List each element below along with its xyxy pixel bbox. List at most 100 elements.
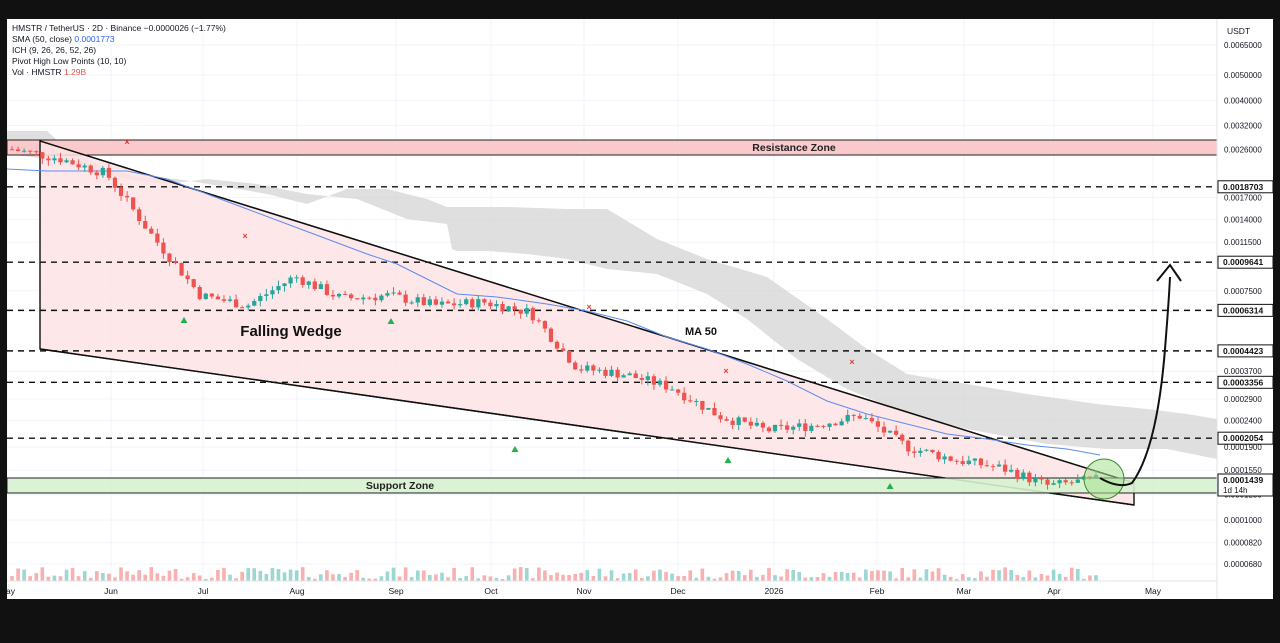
volume-bar [440,572,444,581]
volume-bar [1027,570,1032,581]
volume-bar [494,577,499,581]
candle-body [657,380,663,385]
legend-volume: Vol · HMSTR 1.29B [12,67,87,77]
volume-bar [1051,569,1056,581]
volume-bar [64,569,69,581]
candle-body [9,149,15,151]
candle-body [1057,480,1062,484]
volume-bar [567,575,571,581]
candle-body [639,378,644,380]
candle-body [421,297,426,306]
volume-bar [88,577,93,581]
y-tick-label: 0.0007500 [1224,287,1262,296]
volume-bar [107,573,111,581]
candle-body [415,297,420,303]
candle-body [742,417,747,422]
pivot-high-marker: × [849,357,854,367]
volume-bar [864,569,868,581]
candle-body [724,419,729,421]
y-tick-label: 0.0011500 [1224,238,1262,247]
price-level-badge [1217,375,1273,389]
volume-bar [676,576,680,581]
candle-body [112,177,118,188]
x-tick-label: Apr [1047,586,1060,596]
volume-bar [355,570,360,581]
price-level-label: 0.0004423 [1223,346,1263,356]
candle-body [585,365,590,371]
volume-bar [434,574,438,581]
candle-body [464,299,469,305]
breakout-circle [1083,458,1125,500]
candle-body [815,425,820,427]
volume-bar [767,567,771,581]
volume-bar [518,567,523,581]
candle-body [518,309,523,314]
candle-body [978,458,984,466]
volume-bar [997,570,1001,581]
volume-bar [173,569,178,581]
sma-50-line [7,168,1101,456]
candle-body [536,320,541,322]
price-chart[interactable]: Resistance Zone Falling Wedge Support Zo… [7,19,1273,599]
y-tick-label: 0.0014000 [1224,216,1262,225]
candle-body [924,449,929,451]
y-tick-label: 0.0032000 [1224,122,1262,131]
candle-body [227,299,233,301]
candle-body [524,308,529,314]
x-tick-label: Feb [870,586,885,596]
volume-bar [779,576,783,581]
candle-body [397,292,402,295]
candle-body [839,421,844,426]
candle-body [1027,472,1032,483]
volume-bar [730,570,735,581]
volume-bar [76,576,81,581]
volume-bar [270,568,275,581]
volume-bar [627,573,632,581]
candle-body [252,301,257,306]
volume-bar [246,568,251,581]
candle-body [972,458,977,461]
volume-bar [282,572,287,581]
volume-bar [506,575,511,581]
volume-bar [524,568,529,581]
volume-bar [530,578,535,581]
volume-bar [942,574,947,581]
candle-body [52,158,57,161]
candle-body [918,450,923,453]
candle-body [342,293,348,295]
candle-body [191,279,196,288]
volume-bar [476,578,481,581]
candle-body [579,369,584,371]
pivot-high-marker: × [723,366,728,376]
candle-body [246,305,251,308]
volume-bar [58,576,63,581]
chart-frame[interactable]: Resistance Zone Falling Wedge Support Zo… [7,19,1273,599]
candle-body [185,275,190,280]
legend-symbol: HMSTR / TetherUS · 2D · Binance −0.00000… [12,23,226,33]
x-tick-label: Jun [104,586,118,596]
candle-body [984,465,990,467]
candle-body [161,242,166,254]
candle-body [500,303,505,312]
volume-bar [143,574,148,581]
volume-bar [736,571,741,581]
candle-body [875,421,881,427]
volume-bar [785,569,789,581]
candle-body [427,299,432,306]
volume-bar [839,571,844,581]
candle-body [960,461,965,464]
volume-bar [900,567,905,581]
candle-body [669,389,675,391]
volume-bar [870,571,874,581]
volume-bar [391,567,396,581]
volume-bar [470,567,475,581]
pivot-high-marker: × [242,231,247,241]
volume-bar [294,570,299,581]
pivot-high-marker: × [124,137,129,147]
volume-bar [621,573,626,581]
candle-body [373,297,378,301]
candle-body [1015,469,1020,479]
candle-body [270,290,275,295]
volume-bar [40,567,45,581]
candle-body [736,417,741,425]
